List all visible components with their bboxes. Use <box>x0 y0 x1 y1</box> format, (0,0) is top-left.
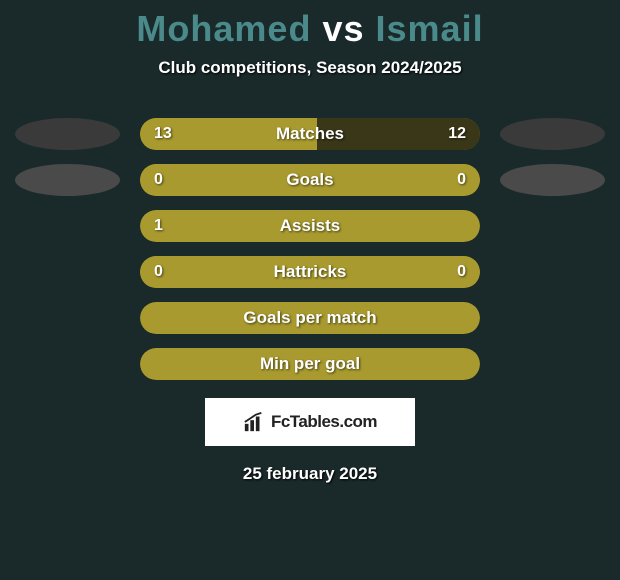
left-spacer <box>15 256 120 288</box>
comparison-title: Mohamed vs Ismail <box>0 0 620 50</box>
stat-row: 0 0 Hattricks <box>0 256 620 288</box>
logo-box: FcTables.com <box>205 398 415 446</box>
player1-name: Mohamed <box>136 8 311 49</box>
stat-value-left: 0 <box>154 263 163 281</box>
logo-text: FcTables.com <box>271 412 377 432</box>
stat-bar: Goals per match <box>140 302 480 334</box>
stat-label: Goals <box>286 170 333 190</box>
stat-value-right: 0 <box>457 263 466 281</box>
stat-bar: 1 Assists <box>140 210 480 242</box>
stat-row: 13 12 Matches <box>0 118 620 150</box>
stat-value-left: 13 <box>154 125 172 143</box>
stat-value-right: 12 <box>448 125 466 143</box>
stat-value-left: 0 <box>154 171 163 189</box>
right-ellipse <box>500 118 605 150</box>
right-ellipse <box>500 164 605 196</box>
stat-value-right: 0 <box>457 171 466 189</box>
subtitle: Club competitions, Season 2024/2025 <box>0 58 620 78</box>
bar-fill-left <box>140 164 310 196</box>
stat-bar: 13 12 Matches <box>140 118 480 150</box>
chart-icon <box>243 411 265 433</box>
stat-label: Matches <box>276 124 344 144</box>
right-spacer <box>500 210 605 242</box>
stat-label: Assists <box>280 216 340 236</box>
left-ellipse <box>15 164 120 196</box>
right-spacer <box>500 348 605 380</box>
stat-bar: Min per goal <box>140 348 480 380</box>
stat-value-left: 1 <box>154 217 163 235</box>
stat-label: Goals per match <box>243 308 376 328</box>
bar-fill-right <box>310 164 480 196</box>
stat-label: Hattricks <box>274 262 347 282</box>
player2-name: Ismail <box>376 8 484 49</box>
stat-row: Goals per match <box>0 302 620 334</box>
stat-row: 0 0 Goals <box>0 164 620 196</box>
stat-bar: 0 0 Goals <box>140 164 480 196</box>
left-spacer <box>15 210 120 242</box>
left-ellipse <box>15 118 120 150</box>
stat-label: Min per goal <box>260 354 360 374</box>
stat-row: 1 Assists <box>0 210 620 242</box>
left-spacer <box>15 348 120 380</box>
right-spacer <box>500 302 605 334</box>
stat-row: Min per goal <box>0 348 620 380</box>
date-label: 25 february 2025 <box>0 464 620 484</box>
stats-rows: 13 12 Matches 0 0 Goals 1 Assists 0 0 Hattricks Goa… <box>0 118 620 380</box>
stat-bar: 0 0 Hattricks <box>140 256 480 288</box>
left-spacer <box>15 302 120 334</box>
right-spacer <box>500 256 605 288</box>
vs-label: vs <box>322 8 364 49</box>
